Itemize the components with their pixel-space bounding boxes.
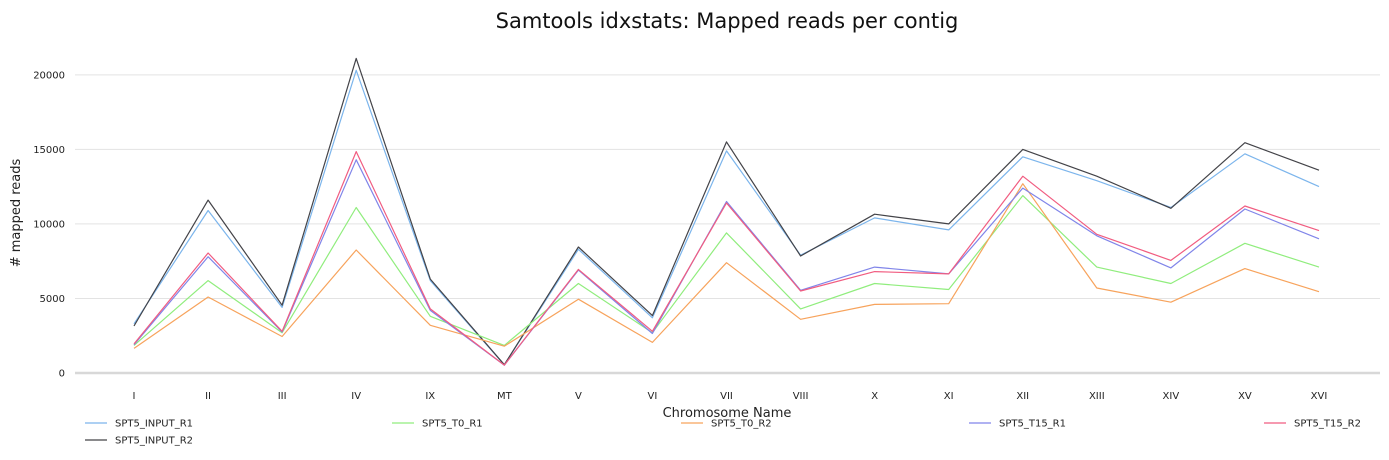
x-tick-label: VI bbox=[648, 391, 658, 402]
legend-label: SPT5_INPUT_R2 bbox=[115, 436, 193, 447]
series-line-spt5-input-r1 bbox=[133, 69, 1320, 366]
legend-item: SPT5_T0_R2 bbox=[681, 419, 772, 430]
y-axis-label: # mapped reads bbox=[9, 158, 24, 267]
x-tick-label: XIII bbox=[1089, 391, 1105, 402]
x-tick-label: VIII bbox=[793, 391, 809, 402]
y-axis-ticks: 0 5000 10000 15000 20000 bbox=[33, 70, 65, 379]
x-tick-label: V bbox=[575, 391, 582, 402]
y-tick-label: 10000 bbox=[33, 219, 65, 230]
x-tick-label: IV bbox=[351, 391, 361, 402]
legend-item: SPT5_T15_R2 bbox=[1264, 419, 1361, 430]
legend: SPT5_INPUT_R1 SPT5_INPUT_R2 SPT5_T0_R1 SPT5… bbox=[85, 419, 1361, 447]
legend-item: SPT5_INPUT_R1 bbox=[85, 419, 193, 430]
x-tick-label: IX bbox=[425, 391, 435, 402]
x-tick-label: VII bbox=[720, 391, 733, 402]
x-tick-label: XIV bbox=[1163, 391, 1180, 402]
x-tick-label: II bbox=[205, 391, 211, 402]
x-tick-label: MT bbox=[497, 391, 513, 402]
legend-item: SPT5_T15_R1 bbox=[969, 419, 1066, 430]
legend-label: SPT5_T0_R2 bbox=[711, 419, 772, 430]
x-tick-label: III bbox=[278, 391, 287, 402]
legend-label: SPT5_T0_R1 bbox=[422, 419, 483, 430]
y-tick-label: 5000 bbox=[40, 294, 65, 305]
legend-item: SPT5_INPUT_R2 bbox=[85, 436, 193, 447]
legend-label: SPT5_INPUT_R1 bbox=[115, 419, 193, 430]
x-tick-label: XV bbox=[1238, 391, 1252, 402]
x-axis-label: Chromosome Name bbox=[663, 406, 792, 421]
x-tick-label: XVI bbox=[1311, 391, 1328, 402]
series-lines bbox=[133, 57, 1320, 366]
series-line-spt5-t0-r1 bbox=[133, 195, 1320, 346]
y-tick-label: 15000 bbox=[33, 145, 65, 156]
legend-label: SPT5_T15_R1 bbox=[999, 419, 1066, 430]
x-tick-label: I bbox=[133, 391, 136, 402]
gridlines bbox=[75, 74, 1380, 375]
legend-item: SPT5_T0_R1 bbox=[392, 419, 483, 430]
x-tick-label: XII bbox=[1016, 391, 1029, 402]
series-line-spt5-input-r2 bbox=[133, 57, 1320, 366]
x-tick-label: XI bbox=[944, 391, 954, 402]
legend-label: SPT5_T15_R2 bbox=[1294, 419, 1361, 430]
y-tick-label: 20000 bbox=[33, 70, 65, 81]
series-line-spt5-t15-r2 bbox=[133, 151, 1320, 366]
x-tick-label: X bbox=[871, 391, 878, 402]
chart-title: Samtools idxstats: Mapped reads per cont… bbox=[496, 9, 959, 33]
series-line-spt5-t0-r2 bbox=[133, 183, 1320, 349]
x-axis-ticks: I II III IV IX MT V VI VII VIII X XI XII XIII XIV XV XVI bbox=[133, 391, 1328, 402]
series-line-spt5-t15-r1 bbox=[133, 159, 1320, 366]
y-tick-label: 0 bbox=[59, 369, 65, 380]
